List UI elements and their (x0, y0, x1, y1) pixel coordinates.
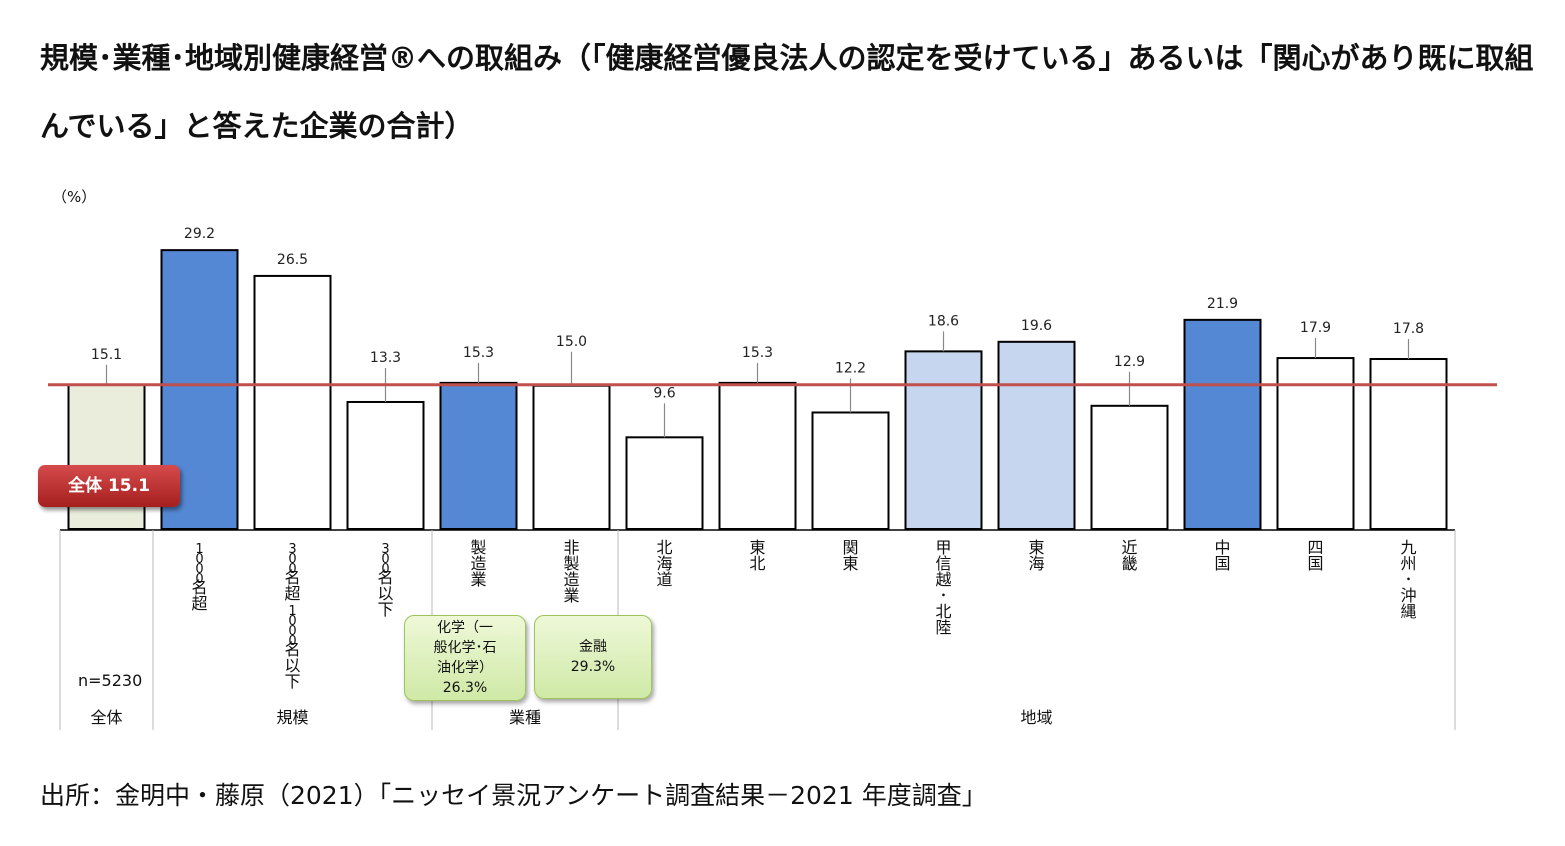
bars-layer: 15.1 29.2 26.5 13.3 15.3 15.0 9.6 15.3 12.2 18.6 1… (48, 226, 1497, 531)
bar-13 (1276, 357, 1355, 530)
value-label-9: 18.6 (928, 313, 959, 329)
category-label-12: 中国 (1214, 538, 1230, 573)
bar-12 (1183, 318, 1262, 531)
callout-chemical-line-1: 般化学･石 (433, 640, 497, 656)
value-label-1: 29.2 (184, 226, 215, 242)
bar-6 (625, 436, 704, 531)
bar-11 (1090, 404, 1169, 530)
bar-8 (811, 411, 890, 530)
value-label-5: 15.0 (556, 334, 587, 350)
y-axis-unit-label: （%） (52, 188, 96, 206)
sample-size-label: n=5230 (78, 671, 142, 690)
category-label-3: 3 0 0名以下 (377, 542, 393, 619)
group-label-3: 地域 (1020, 708, 1052, 727)
value-label-14: 17.8 (1393, 321, 1424, 337)
callout-finance-line-0: 金融 (579, 639, 607, 655)
callout-chemical-line-0: 化学（一 (437, 620, 493, 636)
callout-chemical: 化学（一般化学･石油化学） 26.3% (404, 615, 526, 701)
value-label-4: 15.3 (463, 345, 494, 361)
category-label-14: 九州･沖縄 (1400, 538, 1416, 621)
category-label-10: 東海 (1028, 538, 1044, 573)
callout-chemical-line-2: 油化学） (437, 660, 493, 676)
value-label-2: 26.5 (277, 252, 308, 268)
category-axis: 1 0 0 0名超 3 0 0名超 1 0 0 0名以下 3 0 0名以下 製造業 非製造業 北海道 東北 関東 甲信… (59, 529, 1456, 730)
bar-14 (1369, 358, 1448, 531)
value-label-0: 15.1 (91, 347, 122, 363)
category-label-7: 東北 (749, 538, 765, 573)
category-label-6: 北海道 (656, 538, 672, 589)
category-label-9: 甲信越･北陸 (935, 538, 951, 637)
group-label-2: 業種 (509, 708, 541, 727)
callout-chemical-line-3: 26.3% (442, 680, 488, 696)
category-label-11: 近畿 (1121, 538, 1137, 573)
source-note: 出所：金明中・藤原（2021）「ニッセイ景況アンケート調査結果－2021 年度調… (40, 781, 987, 810)
bar-10 (997, 340, 1076, 530)
bar-0 (67, 383, 146, 531)
category-label-1: 1 0 0 0名超 (191, 542, 207, 613)
group-label-0: 全体 (90, 708, 122, 727)
bar-3 (346, 400, 425, 530)
bar-2 (253, 274, 332, 530)
category-label-5: 非製造業 (563, 538, 579, 605)
category-label-4: 製造業 (470, 538, 486, 589)
category-label-13: 四国 (1307, 538, 1323, 573)
value-label-6: 9.6 (653, 385, 675, 401)
overall-average-badge: 全体 15.1 (38, 465, 180, 507)
value-label-12: 21.9 (1207, 296, 1238, 312)
value-label-3: 13.3 (370, 350, 401, 366)
bar-4 (439, 381, 518, 531)
bar-7 (718, 381, 797, 531)
callout-finance: 金融 29.3% (534, 615, 652, 699)
value-label-13: 17.9 (1300, 320, 1331, 336)
value-label-10: 19.6 (1021, 318, 1052, 334)
chart-title: 規模･業種･地域別健康経営®への取組み（「健康経営優良法人の認定を受けている」あ… (40, 41, 1534, 143)
group-label-1: 規模 (276, 708, 308, 727)
value-label-11: 12.9 (1114, 354, 1145, 370)
bar-5 (532, 384, 611, 530)
category-label-2: 3 0 0名超 1 0 0 0名以下 (284, 542, 300, 691)
category-label-8: 関東 (842, 538, 858, 573)
bar-9 (904, 350, 983, 530)
value-label-7: 15.3 (742, 345, 773, 361)
callout-finance-line-1: 29.3% (570, 659, 616, 675)
value-label-8: 12.2 (835, 360, 866, 376)
